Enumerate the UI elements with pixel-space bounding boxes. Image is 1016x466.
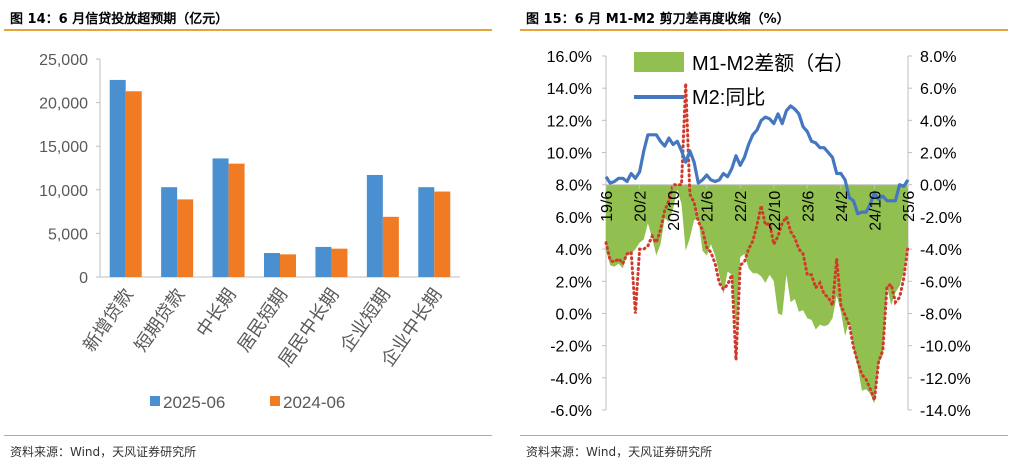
left-tick-label: 10.0% [547,146,592,163]
y-tick-label: 10,000 [39,183,88,200]
legend-label-line: M2:同比 [692,86,765,109]
bar-series1 [109,79,126,277]
bar-series1 [366,174,383,277]
bar-series2 [434,191,451,277]
line-chart: 16.0% 14.0% 12.0% 10.0% 8.0% 6.0% 4.0% 2.0% 0.0%… [547,49,971,420]
left-tick-label: 16.0% [547,49,592,66]
x-tick-label: 21/6 [700,191,717,222]
x-tick-label: 23/6 [800,191,817,222]
y-tick-label: 25,000 [39,52,88,69]
left-tick-label: 12.0% [547,113,592,130]
bar-series1 [212,158,229,277]
right-tick-label: -10.0% [920,339,971,356]
y-tick-label: 20,000 [39,96,88,113]
legend-label: 2025-06 [163,393,225,412]
right-tick-label: 2.0% [920,146,956,163]
right-tick-label: -8.0% [920,306,962,323]
y-tick-label: 0 [79,270,88,287]
right-tick-label: -2.0% [920,210,962,227]
legend-swatch [270,396,280,406]
left-source-text: 资料来源：Wind，天风证券研究所 [10,445,197,459]
right-tick-label: 6.0% [920,81,956,98]
right-tick-label: -14.0% [920,403,971,420]
right-chart-title: 图 15：6 月 M1-M2 剪刀差再度收缩（%） [526,12,790,27]
legend-swatch-area [634,52,684,72]
x-tick-label: 短期贷款 [131,285,189,355]
left-tick-label: 2.0% [556,274,592,291]
x-tick-label: 居民短期 [234,285,292,355]
x-tick-label: 新增贷款 [79,285,137,355]
x-tick-label: 中长期 [192,285,239,341]
right-tick-label: -4.0% [920,242,962,259]
x-tick-label: 25/6 [901,191,918,222]
bar-series2 [331,248,348,277]
x-tick-label: 企业短期 [336,285,394,355]
x-tick-label: 22/2 [733,191,750,222]
bar-series1 [161,187,178,277]
bar-series1 [315,246,332,277]
legend-swatch [150,396,160,406]
right-chart-panel: 图 15：6 月 M1-M2 剪刀差再度收缩（%） 16.0% 14.0% 12.0… [516,0,1016,466]
left-tick-label: 6.0% [556,210,592,227]
left-tick-label: -4.0% [550,371,592,388]
area-m1-m2-diff [606,184,908,404]
x-tick-label: 24/10 [867,191,884,231]
left-tick-label: -2.0% [550,339,592,356]
right-source-rule [520,435,1008,436]
x-tick-label: 19/6 [599,191,616,222]
x-tick-label: 20/2 [633,191,650,222]
bar-series1 [264,253,280,277]
right-tick-label: 4.0% [920,113,956,130]
x-tick-label: 20/10 [666,191,683,231]
y-tick-label: 5,000 [48,226,88,243]
x-tick-label: 24/2 [834,191,851,222]
left-tick-label: 14.0% [547,81,592,98]
bar-series2 [177,199,194,277]
left-tick-label: -6.0% [550,403,592,420]
left-tick-label: 4.0% [556,242,592,259]
left-chart-title: 图 14：6 月信贷投放超预期（亿元） [10,12,229,27]
right-tick-label: 8.0% [920,49,956,66]
right-title-rule [520,29,1008,31]
bar-series1 [418,187,435,277]
left-tick-label: 8.0% [556,178,592,195]
x-tick-label: 22/10 [767,191,784,231]
legend-label: 2024-06 [283,393,345,412]
right-tick-label: -12.0% [920,371,971,388]
y-tick-label: 15,000 [39,139,88,156]
line-m2-yoy [604,104,910,216]
bar-series2 [280,254,296,277]
right-source-text: 资料来源：Wind，天风证券研究所 [526,445,713,459]
legend-label-area: M1-M2差额（右） [692,52,854,75]
dotted-line-series [604,83,910,401]
bar-series2 [228,163,245,277]
right-tick-label: 0.0% [920,178,956,195]
left-tick-label: 0.0% [556,306,592,323]
right-tick-label: -6.0% [920,274,962,291]
bar-series2 [382,216,399,277]
left-title-rule [4,29,492,31]
bar-series2 [125,91,142,277]
left-source-rule [4,435,492,436]
left-chart-panel: 图 14：6 月信贷投放超预期（亿元） 0 5,000 10,000 15,000 20… [0,0,500,466]
